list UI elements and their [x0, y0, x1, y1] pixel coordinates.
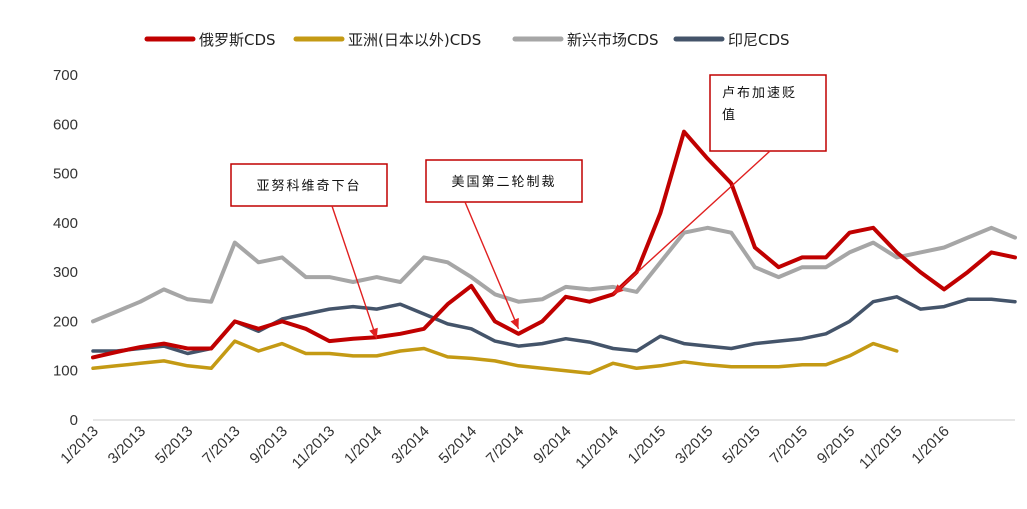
legend-item: 俄罗斯CDS: [144, 31, 276, 49]
annotations: 亚努科维奇下台 美国第二轮制裁 卢布加速贬值: [230, 74, 827, 339]
x-tick-label: 11/2015: [856, 423, 906, 473]
y-tick-label: 200: [53, 313, 78, 330]
x-tick-label: 7/2014: [483, 423, 527, 467]
legend-label: 俄罗斯CDS: [199, 31, 276, 49]
x-tick-label: 9/2015: [814, 423, 858, 467]
series-line-1: [91, 339, 899, 375]
y-tick-label: 500: [53, 166, 78, 183]
y-tick-label: 100: [53, 363, 78, 380]
arrowhead-icon: [369, 327, 378, 339]
legend-label: 印尼CDS: [728, 31, 790, 49]
annotation: 美国第二轮制裁: [425, 159, 583, 330]
y-tick-label: 700: [53, 67, 78, 84]
x-tick-label: 11/2013: [289, 423, 339, 473]
arrowhead-icon: [510, 317, 519, 329]
annotation-box: [709, 74, 827, 152]
arrowhead-icon: [613, 284, 624, 295]
legend-label: 新兴市场CDS: [567, 31, 659, 49]
annotation: 亚努科维奇下台: [230, 163, 388, 339]
x-tick-label: 1/2015: [625, 423, 669, 467]
series-line-0: [91, 129, 1017, 360]
annotation-text: 卢布加速贬值: [722, 85, 797, 123]
y-tick-label: 400: [53, 215, 78, 232]
x-tick-label: 1/2014: [341, 423, 385, 467]
legend-item: 新兴市场CDS: [512, 31, 659, 49]
x-tick-label: 1/2016: [908, 423, 952, 467]
annotation: 卢布加速贬值: [612, 74, 827, 295]
legend-item: 亚洲(日本以外)CDS: [293, 31, 481, 49]
annotation-box: [230, 163, 388, 207]
y-tick-label: 600: [53, 116, 78, 133]
annotation-arrow: [612, 150, 771, 295]
x-tick-label: 5/2013: [152, 423, 196, 467]
x-tick-label: 9/2014: [530, 423, 574, 467]
legend-label: 亚洲(日本以外)CDS: [348, 31, 481, 49]
x-tick-label: 5/2015: [719, 423, 763, 467]
x-tick-label: 3/2015: [672, 423, 716, 467]
x-tick-label: 11/2014: [572, 423, 622, 473]
y-tick-label: 300: [53, 264, 78, 281]
legend: 俄罗斯CDS 亚洲(日本以外)CDS 新兴市场CDS 印尼CDS: [144, 31, 790, 49]
legend-item: 印尼CDS: [673, 31, 790, 49]
series-layer: [91, 129, 1017, 375]
x-tick-label: 3/2013: [105, 423, 149, 467]
annotation-arrow: [464, 201, 520, 330]
x-tick-label: 7/2013: [199, 423, 243, 467]
x-tick-label: 9/2013: [246, 423, 290, 467]
annotation-text: 美国第二轮制裁: [451, 174, 556, 190]
x-tick-label: 7/2015: [767, 423, 811, 467]
y-tick-label: 0: [70, 412, 78, 429]
x-tick-label: 3/2014: [388, 423, 432, 467]
annotation-box: [425, 159, 583, 203]
series-line-2: [91, 225, 1017, 324]
annotation-text: 亚努科维奇下台: [256, 178, 361, 194]
annotation-arrow: [331, 205, 378, 339]
x-tick-label: 1/2013: [57, 423, 101, 467]
x-tick-label: 5/2014: [436, 423, 480, 467]
y-axis-ticks: 0 100 200 300 400 500 600 700: [53, 67, 78, 429]
